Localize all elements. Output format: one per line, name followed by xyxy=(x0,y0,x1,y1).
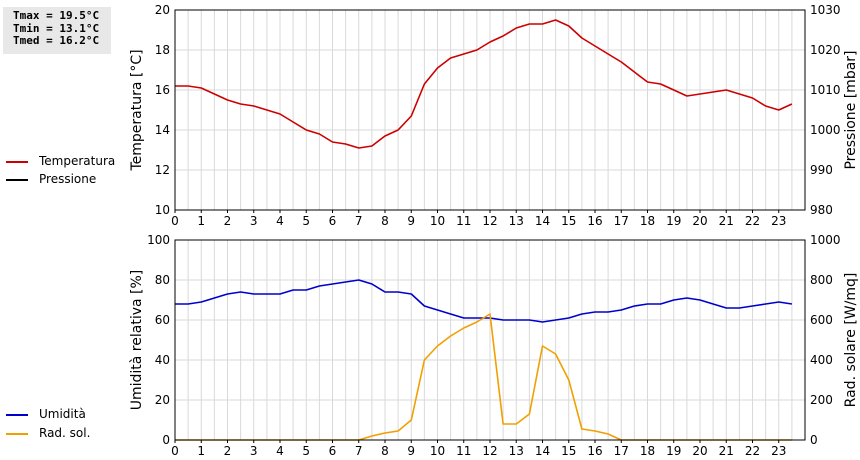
x-tick-label-hum-7: 7 xyxy=(355,444,363,458)
legend-label-pressure: Pressione xyxy=(39,172,97,186)
x-tick-label-hum-10: 10 xyxy=(430,444,445,458)
x-tick-label-hum-1: 1 xyxy=(197,444,205,458)
y2-axis-title-hum: Rad. solare [W/mq] xyxy=(843,273,859,408)
tmed-stat: Tmed = 16.2°C xyxy=(13,34,100,47)
y2-tick-label-hum-4: 800 xyxy=(810,273,833,287)
y-tick-label-temp-0: 10 xyxy=(155,203,170,217)
y2-tick-label-hum-3: 600 xyxy=(810,313,833,327)
y2-tick-label-hum-5: 1000 xyxy=(810,233,841,247)
x-tick-label-hum-19: 19 xyxy=(666,444,681,458)
x-tick-label-hum-15: 15 xyxy=(561,444,576,458)
x-tick-label-hum-20: 20 xyxy=(692,444,707,458)
y-axis-title-temp: Temperatura [°C] xyxy=(129,49,145,171)
legend-swatch-humidity xyxy=(6,414,28,416)
x-tick-label-temp-12: 12 xyxy=(482,214,497,228)
y2-tick-label-temp-4: 1020 xyxy=(810,43,841,57)
stats-box: Tmax = 19.5°C Tmin = 13.1°C Tmed = 16.2°… xyxy=(3,7,111,54)
y2-tick-label-temp-0: 980 xyxy=(810,203,833,217)
x-tick-label-hum-16: 16 xyxy=(587,444,602,458)
y2-tick-label-hum-0: 0 xyxy=(810,433,818,447)
x-tick-label-hum-21: 21 xyxy=(719,444,734,458)
x-tick-label-hum-17: 17 xyxy=(614,444,629,458)
y2-tick-label-temp-5: 1030 xyxy=(810,3,841,17)
y-tick-label-temp-3: 16 xyxy=(155,83,170,97)
x-tick-label-temp-14: 14 xyxy=(535,214,550,228)
x-tick-label-temp-22: 22 xyxy=(745,214,760,228)
x-tick-label-temp-10: 10 xyxy=(430,214,445,228)
x-tick-label-temp-23: 23 xyxy=(771,214,786,228)
x-tick-label-hum-0: 0 xyxy=(171,444,179,458)
x-tick-label-temp-11: 11 xyxy=(456,214,471,228)
x-tick-label-hum-3: 3 xyxy=(250,444,258,458)
legend-label-humidity: Umidità xyxy=(39,407,86,421)
y2-tick-label-temp-1: 990 xyxy=(810,163,833,177)
x-tick-label-temp-5: 5 xyxy=(302,214,310,228)
x-tick-label-temp-9: 9 xyxy=(407,214,415,228)
x-tick-label-hum-14: 14 xyxy=(535,444,550,458)
x-tick-label-temp-3: 3 xyxy=(250,214,258,228)
legend-item-radiation: Rad. sol. xyxy=(6,426,126,444)
series-line-hum-1 xyxy=(175,313,792,441)
x-tick-label-temp-7: 7 xyxy=(355,214,363,228)
x-tick-label-temp-2: 2 xyxy=(224,214,232,228)
x-tick-label-temp-8: 8 xyxy=(381,214,389,228)
x-tick-label-hum-5: 5 xyxy=(302,444,310,458)
x-tick-label-temp-4: 4 xyxy=(276,214,284,228)
x-tick-label-hum-4: 4 xyxy=(276,444,284,458)
y2-tick-label-temp-3: 1010 xyxy=(810,83,841,97)
y2-axis-title-temp: Pressione [mbar] xyxy=(843,50,859,169)
series-line-hum-0 xyxy=(175,279,793,323)
x-tick-label-temp-18: 18 xyxy=(640,214,655,228)
x-tick-label-temp-20: 20 xyxy=(692,214,707,228)
x-tick-label-temp-6: 6 xyxy=(329,214,337,228)
legend-swatch-radiation xyxy=(6,433,28,435)
x-tick-label-hum-6: 6 xyxy=(329,444,337,458)
x-tick-label-hum-11: 11 xyxy=(456,444,471,458)
y-tick-label-temp-1: 12 xyxy=(155,163,170,177)
tmax-stat: Tmax = 19.5°C xyxy=(13,9,100,22)
legend-swatch-temperature xyxy=(6,161,28,163)
y-tick-label-hum-1: 20 xyxy=(155,393,170,407)
x-tick-label-temp-19: 19 xyxy=(666,214,681,228)
x-tick-label-temp-16: 16 xyxy=(587,214,602,228)
x-tick-label-hum-9: 9 xyxy=(407,444,415,458)
y-tick-label-hum-3: 60 xyxy=(155,313,170,327)
x-tick-label-hum-18: 18 xyxy=(640,444,655,458)
x-tick-label-temp-1: 1 xyxy=(197,214,205,228)
x-tick-label-hum-13: 13 xyxy=(509,444,524,458)
x-tick-label-temp-0: 0 xyxy=(171,214,179,228)
y-tick-label-hum-0: 0 xyxy=(162,433,170,447)
y-tick-label-hum-2: 40 xyxy=(155,353,170,367)
y2-tick-label-hum-2: 400 xyxy=(810,353,833,367)
y-tick-label-temp-5: 20 xyxy=(155,3,170,17)
tmin-stat: Tmin = 13.1°C xyxy=(13,21,100,35)
y-tick-label-hum-5: 100 xyxy=(147,233,170,247)
series-line-temp-0 xyxy=(175,19,793,149)
x-tick-label-hum-23: 23 xyxy=(771,444,786,458)
x-tick-label-temp-21: 21 xyxy=(719,214,734,228)
y2-tick-label-hum-1: 200 xyxy=(810,393,833,407)
x-tick-label-hum-12: 12 xyxy=(482,444,497,458)
x-tick-label-temp-15: 15 xyxy=(561,214,576,228)
legend-label-temperature: Temperatura xyxy=(39,154,116,168)
legend-swatch-pressure xyxy=(6,179,28,181)
x-tick-label-hum-2: 2 xyxy=(224,444,232,458)
y-tick-label-temp-2: 14 xyxy=(155,123,170,137)
y-axis-title-hum: Umidità relativa [%] xyxy=(129,270,145,411)
x-tick-label-hum-8: 8 xyxy=(381,444,389,458)
x-tick-label-temp-13: 13 xyxy=(509,214,524,228)
y-tick-label-hum-4: 80 xyxy=(155,273,170,287)
y2-tick-label-temp-2: 1000 xyxy=(810,123,841,137)
x-tick-label-hum-22: 22 xyxy=(745,444,760,458)
y-tick-label-temp-4: 18 xyxy=(155,43,170,57)
legend-label-radiation: Rad. sol. xyxy=(39,426,91,440)
legend-item-humidity: Umidità xyxy=(6,407,126,425)
x-tick-label-temp-17: 17 xyxy=(614,214,629,228)
